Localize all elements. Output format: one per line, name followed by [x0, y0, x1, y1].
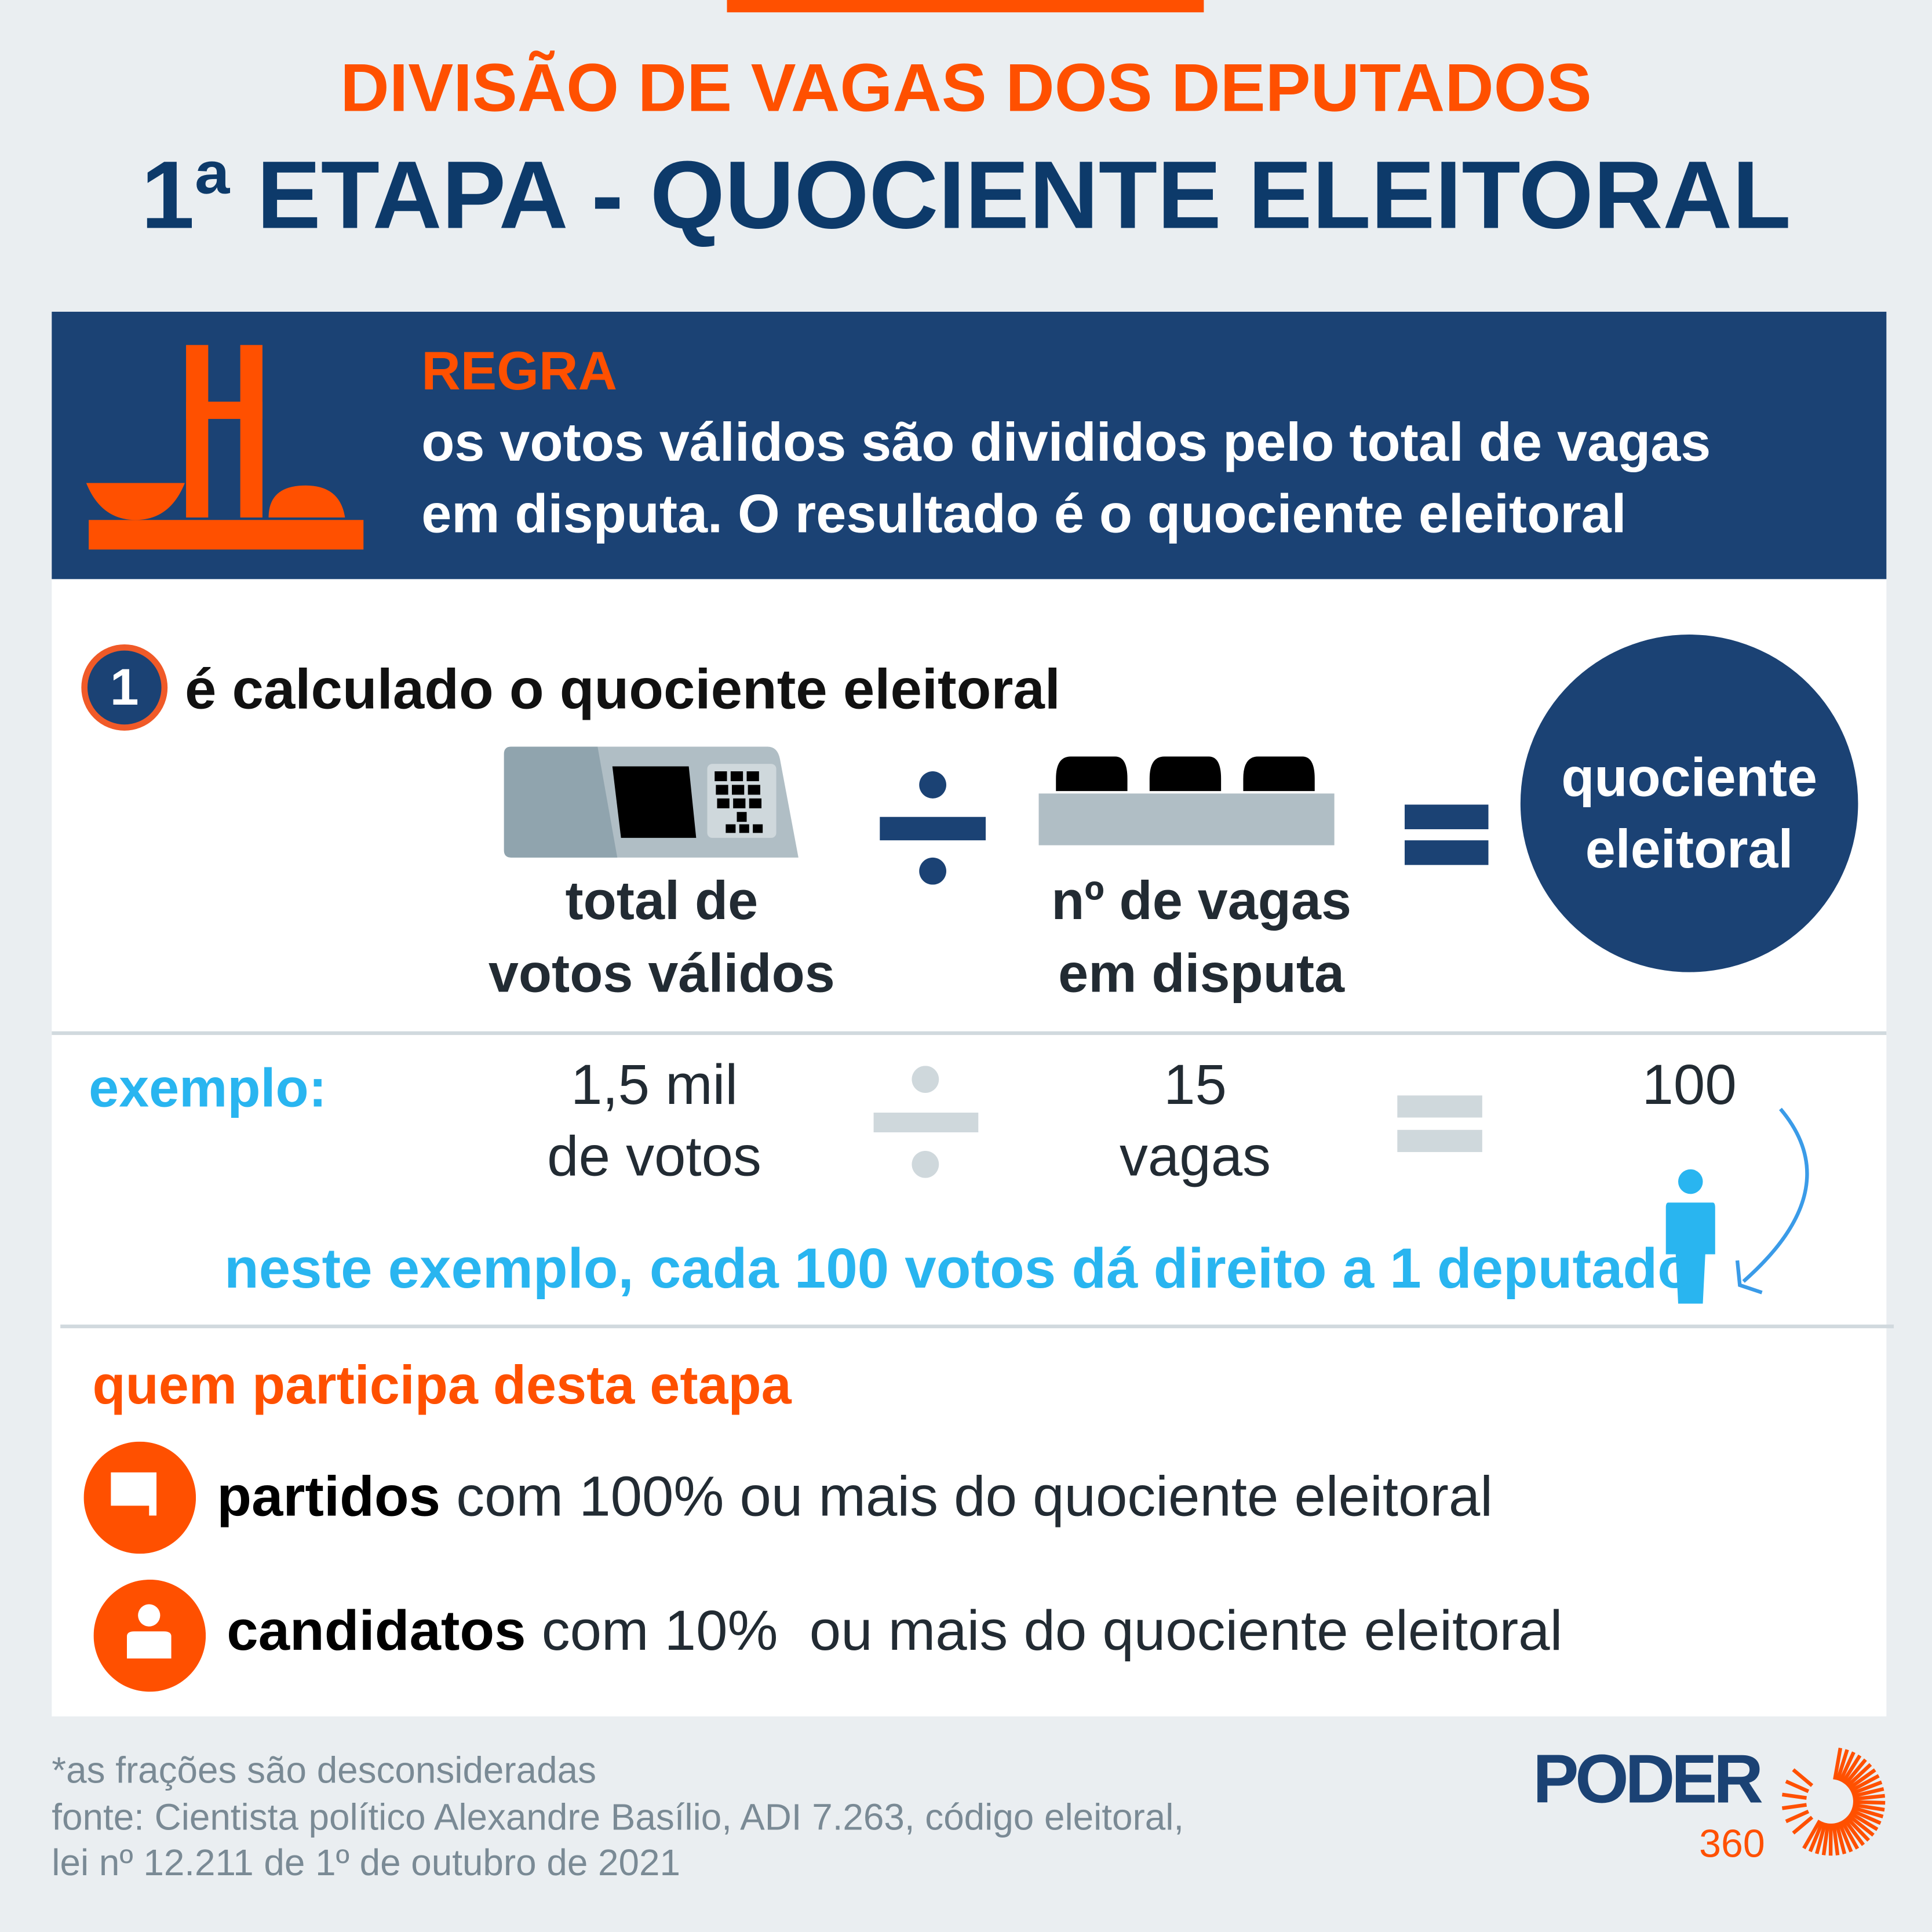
sun-ray — [1844, 1816, 1871, 1842]
rule-text-line2: em disputa. O resultado é o quociente el… — [421, 484, 1627, 545]
divide-icon — [880, 771, 986, 885]
example-operand1-line2: de votos — [547, 1124, 761, 1188]
curved-arrow-icon — [1735, 1107, 1809, 1295]
rule-label: REGRA — [421, 341, 618, 402]
sun-ray — [1836, 1749, 1849, 1781]
logo-word: PODER — [1533, 1740, 1763, 1818]
sun-ray — [1792, 1816, 1814, 1835]
page-title: 1ª ETAPA - QUOCIENTE ELEITORAL — [141, 140, 1791, 249]
result-line2: eleitoral — [1585, 819, 1794, 880]
sun-ray — [1852, 1803, 1885, 1812]
example-label: exemplo: — [89, 1058, 327, 1119]
sun-ray — [1835, 1822, 1847, 1855]
sun-ray — [1815, 1822, 1827, 1854]
equals-icon-example — [1397, 1095, 1482, 1153]
sun-ray — [1833, 1747, 1843, 1780]
step-title: é calculado o quociente eleitoral — [184, 657, 1060, 721]
sun-ray — [1851, 1780, 1883, 1796]
example-operand2-line2: vagas — [1119, 1124, 1271, 1188]
sun-ray — [1853, 1794, 1886, 1801]
sun-ray — [1837, 1821, 1853, 1853]
step-number-badge — [81, 644, 168, 731]
sun-ray — [1843, 1758, 1867, 1786]
sun-ray — [1838, 1751, 1856, 1782]
top-accent-bar — [727, 0, 1204, 13]
footer-source-line1: fonte: Cientista político Alexandre Basí… — [52, 1798, 1184, 1839]
result-line1: quociente — [1561, 748, 1818, 808]
footer-source-line2: lei nº 12.211 de 1º de outubro de 2021 — [52, 1843, 680, 1884]
ballot-box-icon — [504, 746, 799, 858]
logo-number: 360 — [1699, 1821, 1765, 1866]
sun-ray — [1792, 1768, 1814, 1787]
seats-icon — [1038, 756, 1335, 845]
sun-ray — [1852, 1787, 1884, 1798]
sun-ray — [1850, 1809, 1882, 1825]
sun-ray — [1847, 1768, 1876, 1790]
sun-ray — [1821, 1823, 1830, 1856]
sun-ray — [1849, 1811, 1879, 1831]
speech-bubble-icon — [83, 1441, 196, 1554]
sun-ray — [1781, 1792, 1807, 1800]
sun-ray — [1847, 1813, 1875, 1837]
step-number: 1 — [110, 658, 139, 716]
sun-ray — [1841, 1754, 1862, 1784]
participants-title: quem participa desta etapa — [92, 1355, 792, 1416]
sunburst-icon — [1781, 1747, 1886, 1856]
equals-icon — [1404, 804, 1489, 865]
sun-ray — [1802, 1820, 1822, 1850]
example-operand2-line1: 15 — [1164, 1052, 1227, 1117]
example-operand1-line1: 1,5 mil — [571, 1052, 738, 1117]
divider — [52, 1031, 1887, 1036]
divide-icon-example — [873, 1066, 979, 1178]
congress-building-icon — [86, 345, 364, 550]
participant-candidates-rest: com 10% ou mais do quociente eleitoral — [526, 1598, 1563, 1663]
operand2-label-line1: nº de vagas — [1051, 871, 1352, 932]
sun-ray — [1785, 1780, 1810, 1794]
deputy-person-icon — [1665, 1169, 1715, 1304]
example-note: neste exemplo, cada 100 votos dá direito… — [224, 1235, 1692, 1300]
kicker-title: DIVISÃO DE VAGAS DOS DEPUTADOS — [340, 49, 1592, 126]
operand2-label-line2: em disputa — [1058, 943, 1345, 1004]
operand1-label-line1: total de — [565, 871, 759, 932]
example-result: 100 — [1642, 1052, 1737, 1117]
participant-parties: partidos com 100% ou mais do quociente e… — [217, 1467, 1493, 1524]
sun-ray — [1781, 1803, 1807, 1810]
person-icon — [93, 1579, 206, 1692]
sun-ray — [1808, 1821, 1824, 1853]
sun-ray — [1832, 1823, 1840, 1856]
result-circle — [1520, 635, 1858, 972]
footer-note: *as frações são desconsideradas — [52, 1751, 596, 1792]
sun-ray — [1851, 1806, 1884, 1818]
rule-text-line1: os votos válidos são divididos pelo tota… — [421, 413, 1711, 473]
operand1-label-line2: votos válidos — [488, 943, 835, 1004]
sun-ray — [1840, 1820, 1860, 1850]
poder360-logo: PODER 360 — [1533, 1740, 1890, 1868]
participant-parties-bold: partidos — [217, 1464, 441, 1528]
participant-candidates: candidatos com 10% ou mais do quociente … — [227, 1602, 1562, 1658]
participant-candidates-bold: candidatos — [227, 1598, 526, 1663]
sun-ray — [1785, 1810, 1810, 1824]
sun-ray — [1849, 1774, 1880, 1793]
sun-ray — [1846, 1763, 1872, 1788]
sun-ray — [1842, 1818, 1865, 1846]
sun-ray — [1853, 1800, 1886, 1805]
participant-parties-rest: com 100% ou mais do quociente eleitoral — [440, 1464, 1493, 1528]
divider — [60, 1324, 1894, 1329]
